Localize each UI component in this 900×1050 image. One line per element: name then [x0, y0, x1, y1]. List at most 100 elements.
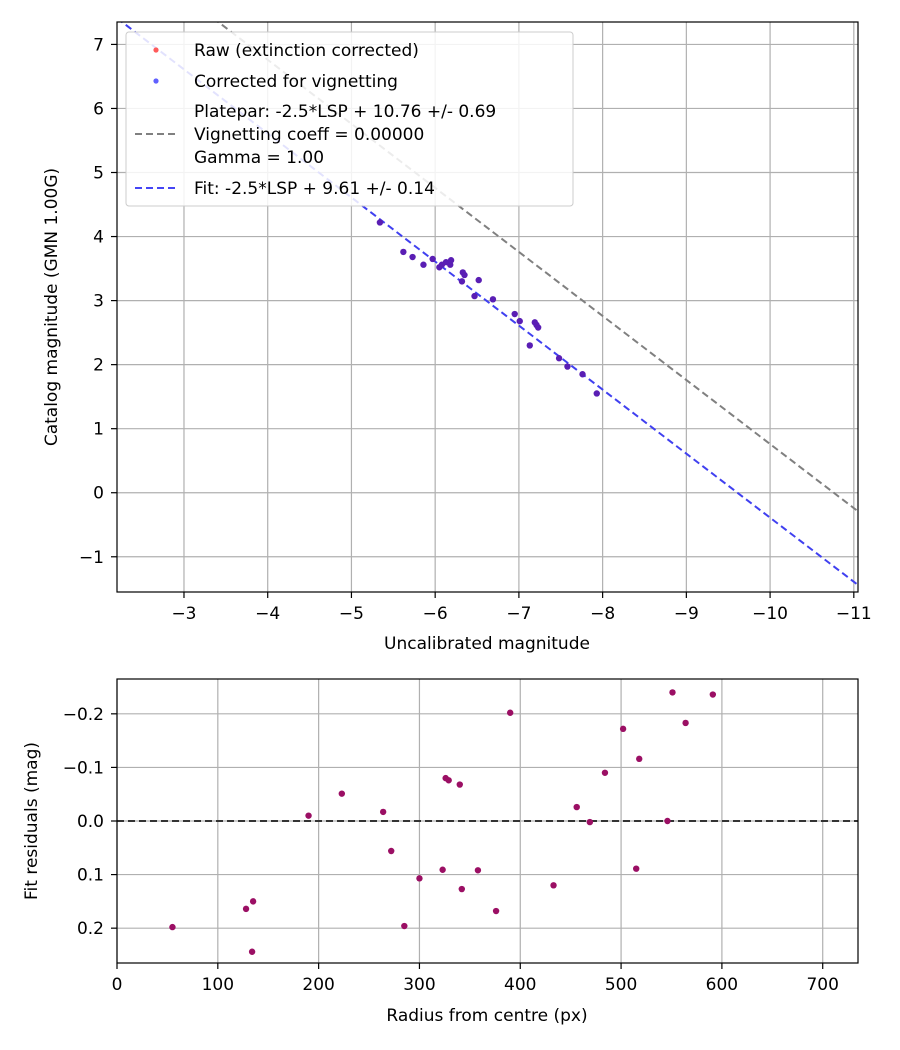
x-tick-label: 400 [504, 975, 536, 995]
x-tick-label: −5 [339, 604, 364, 624]
top-y-ticks: −1 0 1 2 3 4 5 6 7 [79, 35, 117, 568]
data-point [429, 255, 436, 263]
data-point [586, 818, 594, 826]
top-data-points [376, 219, 600, 397]
x-tick-label: 300 [403, 975, 435, 995]
data-point [338, 790, 346, 797]
y-tick-label: 0.2 [77, 919, 104, 939]
data-point [249, 898, 257, 905]
data-point [445, 777, 452, 784]
data-point [416, 875, 423, 882]
data-point [401, 922, 408, 930]
data-point [633, 865, 640, 872]
data-point [248, 948, 256, 955]
data-point [409, 253, 416, 261]
y-tick-label: −0.1 [63, 758, 104, 778]
x-tick-label: −11 [836, 604, 872, 624]
data-point [564, 363, 571, 370]
x-tick-label: 0 [112, 975, 123, 995]
data-point [636, 755, 643, 763]
data-point [492, 907, 500, 915]
data-point [439, 866, 446, 873]
x-tick-label: −9 [674, 604, 699, 624]
top-axes-frame [116, 21, 859, 593]
legend-label-raw: Raw (extinction corrected) [194, 41, 419, 61]
data-point [511, 310, 518, 318]
y-tick-label: 0.1 [77, 866, 104, 886]
legend-box [125, 31, 574, 207]
y-tick-label: 2 [93, 356, 104, 376]
data-point [516, 317, 523, 325]
data-point [593, 390, 600, 397]
y-tick-label: −1 [79, 548, 104, 568]
x-tick-label: −7 [506, 604, 531, 624]
top-x-ticks: −3 −4 −5 −6 −7 −8 −9 −10 −11 [171, 592, 872, 624]
y-tick-label: 4 [93, 228, 104, 248]
legend-label-vignetting: Vignetting coeff = 0.00000 [194, 125, 424, 145]
data-point [458, 278, 466, 285]
data-point [619, 725, 627, 733]
data-point [388, 847, 395, 855]
top-y-axis-label: Catalog magnitude (GMN 1.00G) [42, 168, 62, 446]
data-point [242, 905, 250, 913]
data-point [669, 689, 676, 696]
data-point [601, 769, 609, 776]
data-point [474, 867, 482, 874]
data-point [376, 219, 384, 226]
data-point [400, 248, 407, 256]
data-point [169, 923, 176, 931]
y-tick-label: 0.0 [77, 812, 104, 832]
data-point [475, 276, 482, 284]
data-point [461, 271, 468, 279]
top-x-axis-label: Uncalibrated magnitude [384, 634, 590, 654]
legend: Raw (extinction corrected) Corrected for… [125, 31, 574, 207]
y-tick-label: −0.2 [63, 705, 104, 725]
data-point [305, 812, 312, 819]
data-point [526, 342, 533, 349]
data-point [573, 803, 580, 811]
legend-label-corrected: Corrected for vignetting [194, 72, 398, 92]
data-point [682, 719, 689, 727]
y-tick-label: 3 [93, 292, 104, 312]
x-tick-label: −6 [423, 604, 448, 624]
y-tick-label: 7 [93, 35, 104, 55]
x-tick-label: −10 [752, 604, 788, 624]
data-point [550, 882, 557, 889]
y-tick-label: 6 [93, 99, 104, 119]
data-point [534, 324, 542, 331]
bottom-x-ticks: 0 100 200 300 400 500 600 700 [112, 963, 839, 995]
data-point [579, 371, 586, 378]
bottom-y-axis-label: Fit residuals (mag) [22, 742, 42, 900]
data-point [664, 817, 671, 825]
x-tick-label: −3 [171, 604, 196, 624]
bottom-x-axis-label: Radius from centre (px) [386, 1006, 587, 1026]
data-point [489, 296, 497, 303]
x-tick-label: 200 [302, 975, 334, 995]
bottom-y-ticks: −0.2 −0.1 0.0 0.1 0.2 [63, 705, 117, 939]
x-tick-label: −8 [590, 604, 615, 624]
data-point [471, 292, 478, 300]
data-point [555, 355, 563, 362]
x-tick-label: −4 [255, 604, 280, 624]
legend-label-fit: Fit: -2.5*LSP + 9.61 +/- 0.14 [194, 179, 435, 199]
x-tick-label: 700 [806, 975, 838, 995]
bottom-data-points [169, 689, 717, 955]
legend-marker-raw [153, 47, 159, 53]
data-point [506, 709, 514, 716]
data-point [379, 808, 387, 816]
legend-marker-corrected [153, 78, 159, 84]
data-point [447, 257, 455, 264]
x-tick-label: 600 [706, 975, 738, 995]
legend-label-gamma: Gamma = 1.00 [194, 148, 324, 168]
data-point [456, 781, 463, 788]
y-tick-label: 5 [93, 164, 104, 184]
y-tick-label: 0 [93, 484, 104, 504]
y-tick-label: 1 [93, 420, 104, 440]
data-point [420, 261, 427, 268]
data-point [709, 691, 717, 698]
data-point [458, 885, 465, 893]
x-tick-label: 100 [202, 975, 234, 995]
x-tick-label: 500 [605, 975, 637, 995]
